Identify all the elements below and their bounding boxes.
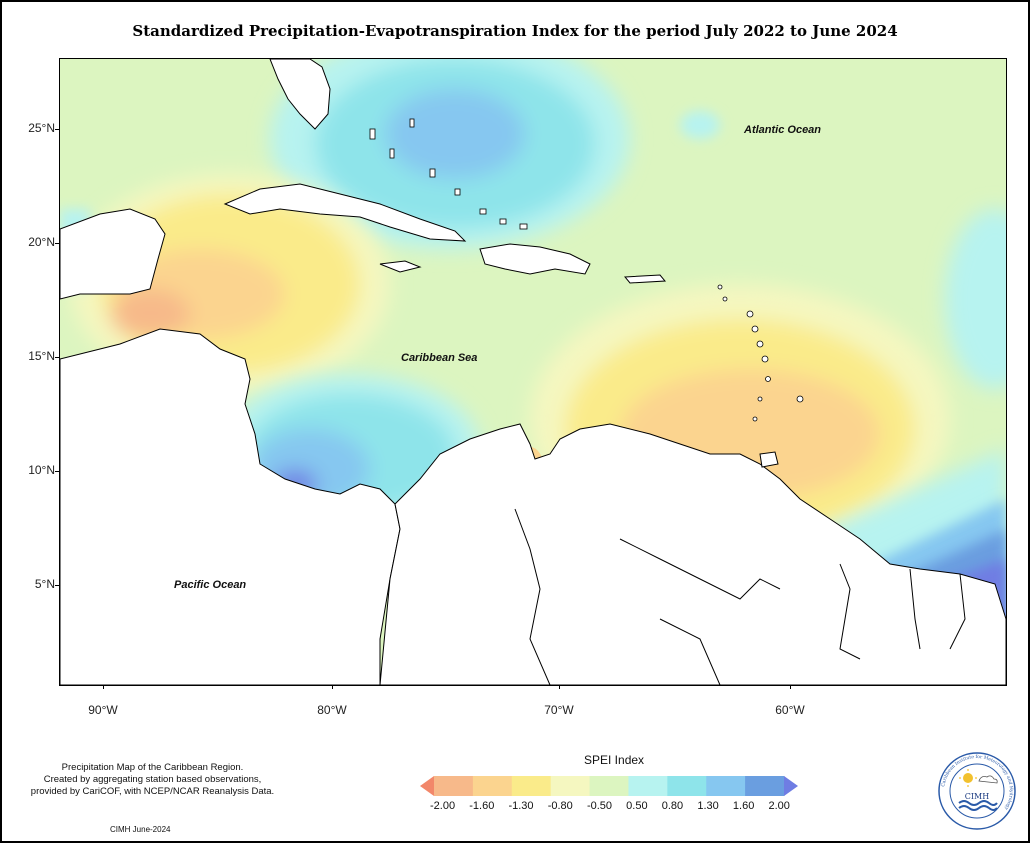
logo-text: CIMH [965, 792, 989, 801]
lon-tick [103, 685, 104, 689]
cimh-logo: CIMH Caribbean Institute for Meteorology… [938, 752, 1016, 830]
lat-tick-label: 20°N [28, 235, 55, 249]
lat-tick [55, 129, 59, 130]
legend-label: 1.30 [697, 800, 719, 812]
pacific-ocean-label: Pacific Ocean [174, 579, 247, 591]
atlantic-wet-spot [680, 111, 720, 139]
lon-tick-label: 60°W [775, 703, 805, 717]
legend-label: -1.60 [469, 800, 495, 812]
legend-swatch [434, 776, 474, 796]
land-hispaniola [479, 243, 591, 275]
legend-label: -0.50 [586, 800, 613, 812]
land-puerto-rico [623, 274, 667, 284]
bahamas-islands [369, 118, 528, 230]
land-masses [60, 59, 1006, 685]
lat-tick-label: 5°N [34, 577, 55, 591]
land-florida [269, 59, 331, 130]
country-borders [514, 508, 966, 685]
legend-swatch [550, 776, 591, 796]
lat-tick [55, 357, 59, 358]
lon-tick-label: 80°W [317, 703, 347, 717]
land-trinidad [759, 451, 779, 468]
legend-label: -0.80 [547, 800, 573, 812]
wave-icon [958, 800, 998, 806]
land-cuba [223, 183, 467, 242]
land-jamaica [379, 260, 422, 273]
lon-tick-label: 90°W [88, 703, 118, 717]
lat-tick [55, 243, 59, 244]
legend-swatch [745, 776, 785, 796]
lat-tick-label: 25°N [28, 121, 55, 135]
legend-swatch [511, 776, 552, 796]
sun-icon [963, 773, 973, 783]
legend-swatch [667, 776, 707, 796]
legend-labels: -2.00 -1.60 -1.30 -0.80 -0.50 0.50 0.80 … [430, 800, 790, 812]
land-central-america [60, 328, 401, 685]
lat-tick [55, 585, 59, 586]
legend-label: -1.30 [508, 800, 534, 812]
sun-rays [959, 769, 977, 787]
legend-label: 0.50 [626, 800, 648, 812]
lesser-antilles [717, 284, 804, 422]
footnote-line: Created by aggregating station based obs… [43, 774, 262, 785]
bahamas-wet-zone [270, 59, 630, 249]
lat-tick-label: 10°N [28, 463, 55, 477]
atlantic-ocean-label: Atlantic Ocean [744, 124, 822, 136]
lat-tick [55, 471, 59, 472]
lon-tick-label: 70°W [544, 703, 574, 717]
footnote-line: provided by CariCOF, with NCEP/NCAR Rean… [30, 786, 275, 797]
spei-map: Atlantic Ocean Caribbean Sea Pacific Oce… [59, 58, 1007, 686]
lat-tick-label: 15°N [28, 349, 55, 363]
footnote-line: Precipitation Map of the Caribbean Regio… [61, 762, 244, 773]
east-atlantic-wet-strip [945, 209, 1006, 389]
lon-tick [559, 685, 560, 689]
legend-label: 1.60 [732, 800, 755, 812]
caribbean-sea-label: Caribbean Sea [401, 352, 478, 364]
land-mexico [60, 208, 166, 300]
legend-title: SPEI Index [584, 753, 645, 767]
legend-swatch [472, 776, 513, 796]
land-south-america [379, 423, 1006, 685]
cloud-icon [978, 775, 998, 784]
spei-field [60, 59, 1006, 685]
legend-arrow-low [420, 776, 434, 796]
legend-label: 0.80 [661, 800, 684, 812]
map-footnote: Precipitation Map of the Caribbean Regio… [10, 762, 295, 798]
legend-arrow-high [784, 776, 798, 796]
legend-swatch [706, 776, 746, 796]
map-title: Standardized Precipitation-Evapotranspir… [132, 22, 898, 40]
legend-swatch [589, 776, 629, 796]
legend-swatch [628, 776, 668, 796]
legend-label: 2.00 [768, 800, 790, 812]
legend-colorbar [420, 776, 798, 796]
lon-tick [332, 685, 333, 689]
map-credit: CIMH June-2024 [110, 825, 171, 834]
legend-label: -2.00 [430, 800, 456, 812]
lon-tick [790, 685, 791, 689]
